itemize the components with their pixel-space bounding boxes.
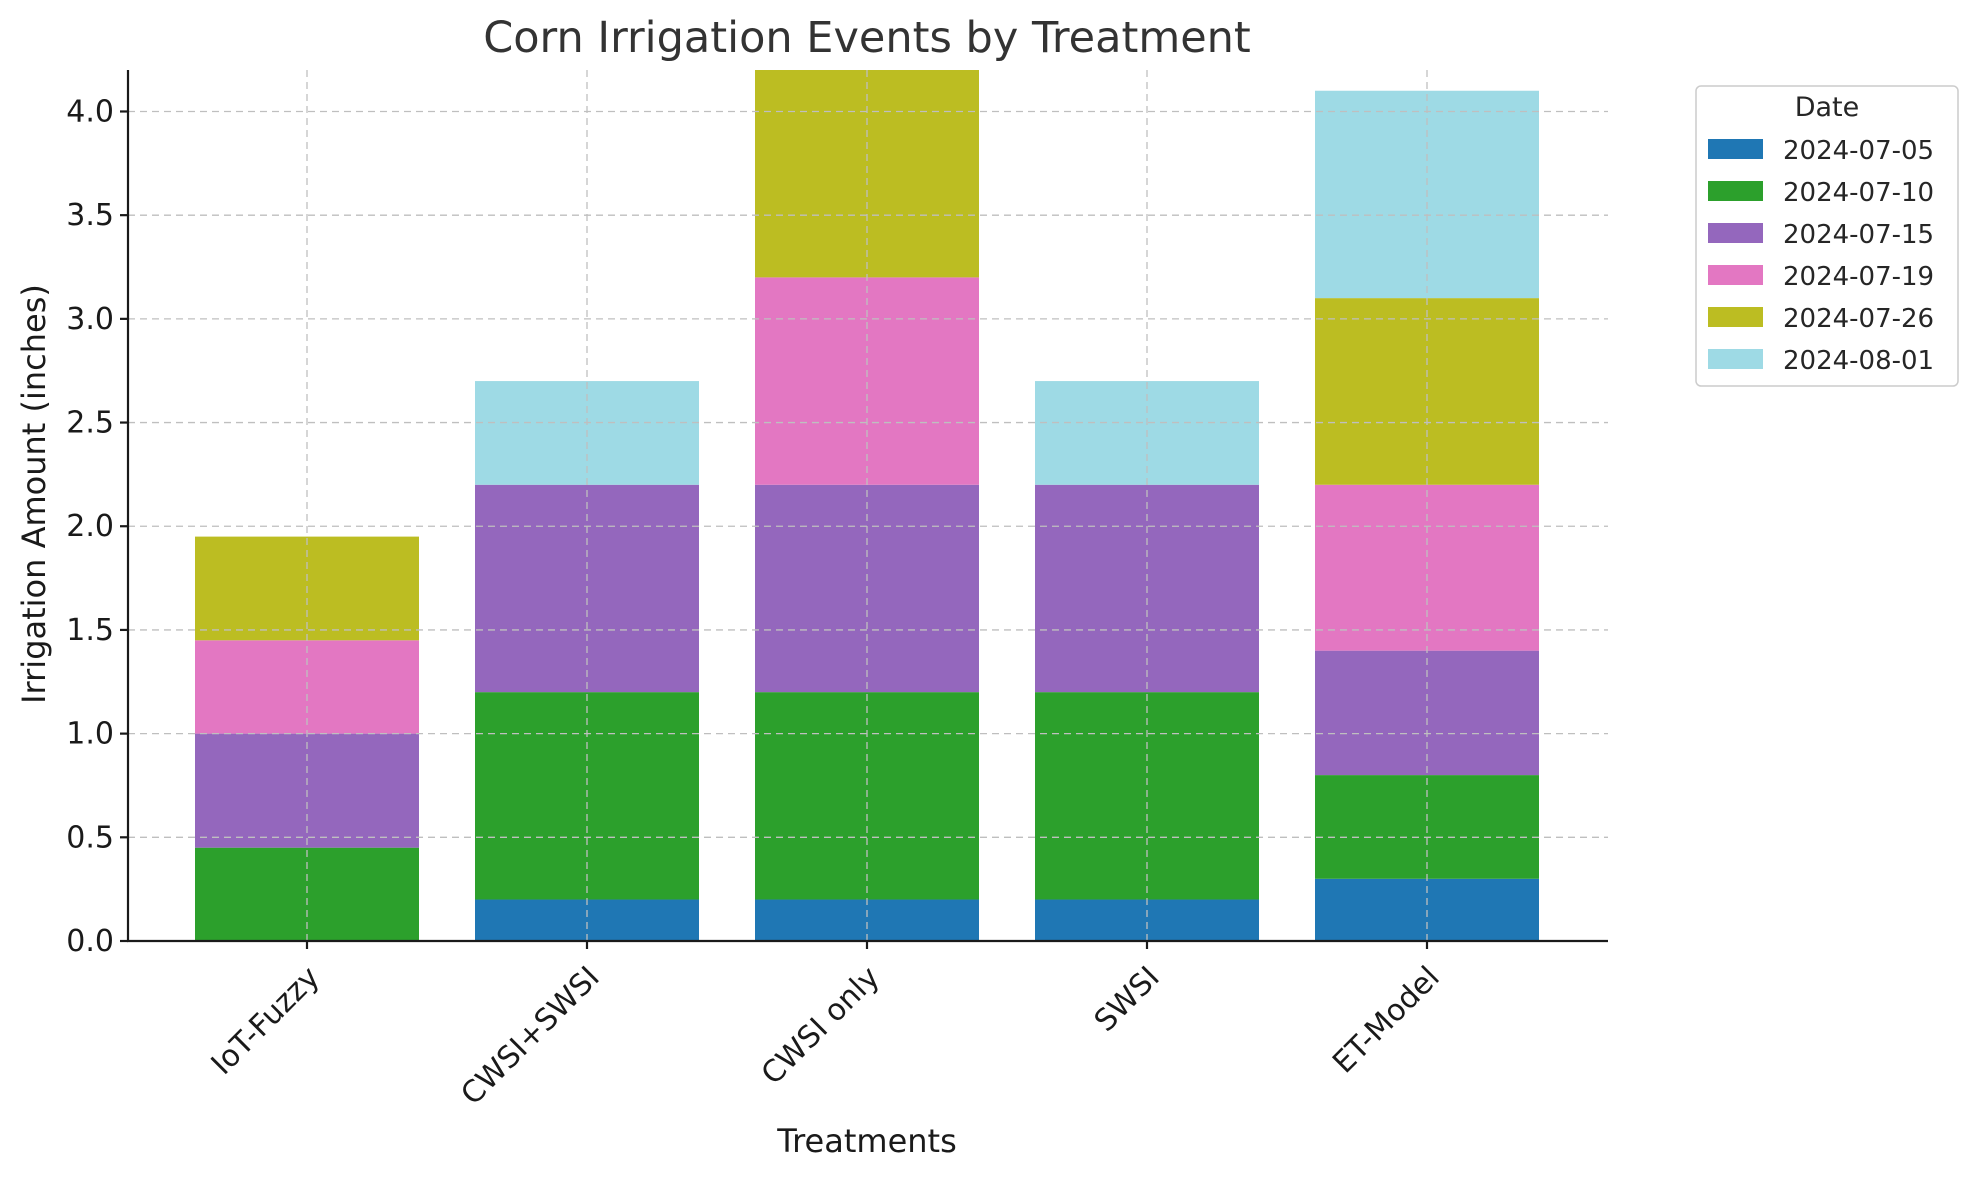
legend-items: 2024-07-05 2024-07-10 2024-07-15 2024-07-19… (1708, 136, 1934, 376)
legend-label: 2024-08-01 (1783, 346, 1934, 376)
y-tick-label: 3.5 (66, 198, 114, 233)
legend: Date 2024-07-052024-07-102024-07-152024-… (1695, 85, 1959, 387)
legend-label: 2024-07-15 (1783, 220, 1934, 250)
x-tick-label: IoT-Fuzzy (205, 960, 327, 1082)
legend-swatch (1708, 181, 1763, 201)
x-tick-label: CWSI+SWSI (454, 960, 606, 1112)
legend-label: 2024-07-19 (1783, 262, 1934, 292)
x-tick-label: CWSI only (755, 960, 887, 1092)
y-axis-title: Irrigation Amount (inches) (15, 284, 53, 704)
chart-title: Corn Irrigation Events by Treatment (483, 13, 1251, 63)
bar-segment (1315, 298, 1539, 485)
legend-label: 2024-07-26 (1783, 304, 1934, 334)
legend-title: Date (1795, 92, 1860, 123)
legend-swatch (1708, 265, 1763, 285)
y-tick-label: 2.0 (66, 509, 114, 544)
legend-swatch (1708, 349, 1763, 369)
y-tick-label: 1.0 (66, 717, 114, 752)
legend-label: 2024-07-10 (1783, 178, 1934, 208)
y-tick-label: 2.5 (66, 406, 114, 441)
legend-swatch (1708, 139, 1763, 159)
x-tick-label: SWSI (1088, 960, 1167, 1039)
y-tick-label: 3.0 (66, 302, 114, 337)
y-tick-label: 1.5 (66, 613, 114, 648)
legend-swatch (1708, 307, 1763, 327)
x-tick-label: ET-Model (1326, 960, 1447, 1081)
y-tick-label: 0.0 (66, 924, 114, 959)
axes (120, 70, 1608, 949)
y-tick-label: 0.5 (66, 820, 114, 855)
legend-swatch (1708, 223, 1763, 243)
x-axis-title: Treatments (776, 1122, 957, 1160)
bar-segment (755, 277, 979, 485)
bar-segment (755, 70, 979, 278)
y-tick-label: 4.0 (66, 94, 114, 129)
legend-label: 2024-07-05 (1783, 136, 1934, 166)
